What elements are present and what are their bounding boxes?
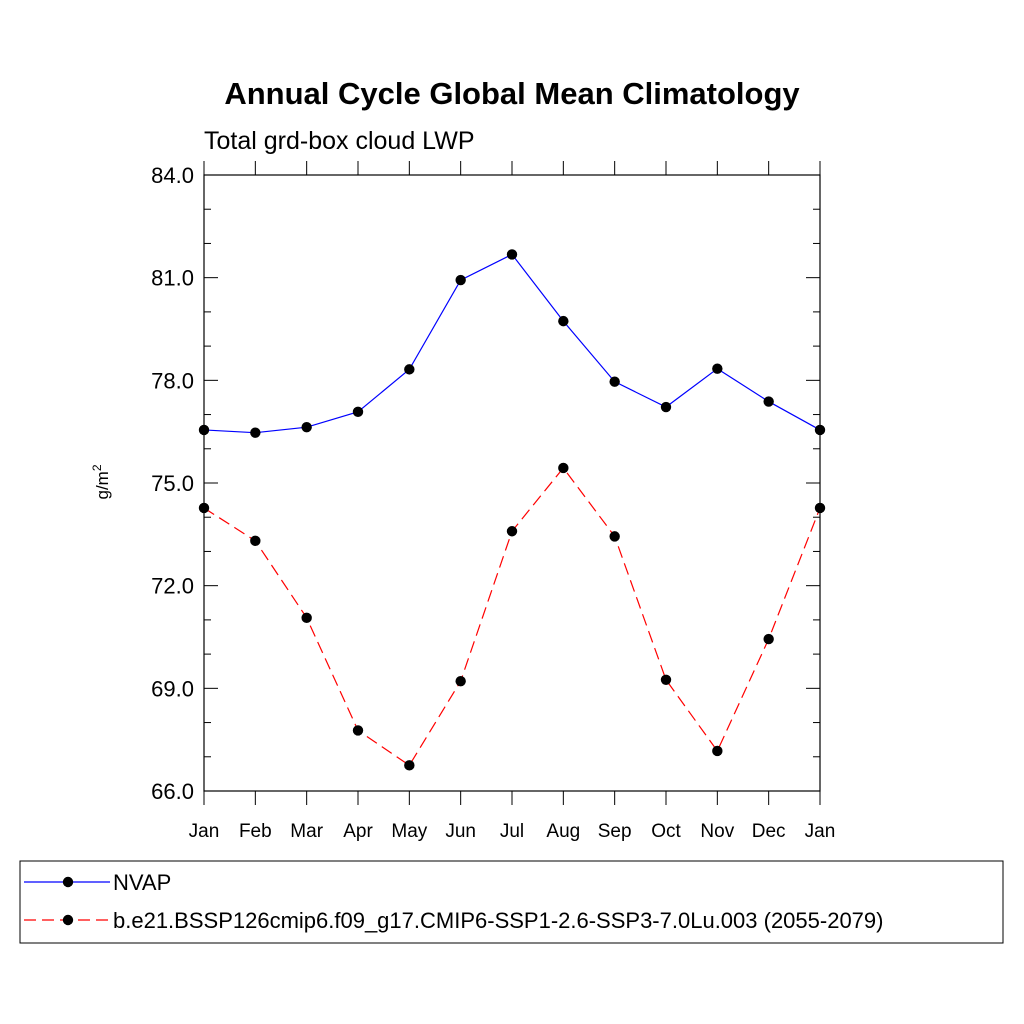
y-tick-label: 72.0 [151,574,194,599]
y-axis-label-superscript: 2 [90,464,104,471]
plot-border [203,174,821,792]
data-point [660,674,672,685]
data-point [763,633,774,645]
y-tick-label: 69.0 [151,676,194,701]
x-tick-label: Nov [700,821,734,842]
data-point [660,401,672,413]
data-point [352,725,364,736]
x-tick-label: Jan [805,821,836,842]
series-line [203,466,821,767]
data-point [250,535,261,547]
legend-label: NVAP [113,870,171,895]
y-tick-label: 75.0 [151,471,194,496]
plot-frame [203,174,821,792]
data-point [609,531,620,542]
series-layer [198,249,826,771]
legend-label: b.e21.BSSP126cmip6.f09_g17.CMIP6-SSP1-2.… [113,908,883,933]
series-1 [198,249,826,438]
x-tick-label: Jan [189,821,220,842]
data-point [712,363,723,374]
legend-marker [62,914,74,926]
data-point [250,427,261,438]
data-point [506,249,518,260]
y-tick-label: 81.0 [151,266,194,291]
data-point [814,424,826,436]
x-tick-label: Oct [651,821,681,842]
legend-marker [62,876,74,888]
legend: NVAP b.e21.BSSP126cmip6.f09_g17.CMIP6-SSP… [19,860,1004,944]
data-point [763,396,774,407]
legend-box [19,860,1004,944]
y-tick-label: 84.0 [151,163,194,188]
data-point [506,526,518,537]
data-point [198,424,210,436]
x-tick-label: Dec [752,821,786,842]
data-point [404,364,415,375]
data-point [301,422,312,433]
x-tick-label: Mar [290,821,323,842]
data-point [558,462,569,474]
data-point [352,406,364,418]
x-tick-label: Apr [343,821,373,842]
data-point [455,274,466,286]
y-tick-label: 78.0 [151,368,194,393]
y-axis-label: g/m2 [90,464,112,499]
chart-title: Annual Cycle Global Mean Climatology [224,76,800,111]
y-axis: 66.0 69.0 72.0 75.0 78.0 81.0 84.0 [151,163,820,804]
x-tick-label: Aug [546,821,580,842]
data-point [301,612,312,624]
data-point [455,675,466,687]
x-tick-label: Feb [239,821,272,842]
data-point [404,760,415,771]
data-point [712,745,723,757]
data-point [558,315,569,327]
x-tick-label: Jun [445,821,476,842]
data-point [198,502,210,514]
x-tick-label: May [391,821,427,842]
series-line [203,253,821,434]
y-tick-label: 66.0 [151,779,194,804]
x-tick-label: Sep [598,821,632,842]
data-point [609,376,620,387]
chart-subtitle: Total grd-box cloud LWP [204,127,475,155]
series-2 [198,462,826,771]
x-tick-label: Jul [500,821,524,842]
x-axis: Jan Feb Mar Apr May Jun Jul Aug Sep Oct Nov Dec Jan [189,161,836,842]
data-point [814,502,826,514]
